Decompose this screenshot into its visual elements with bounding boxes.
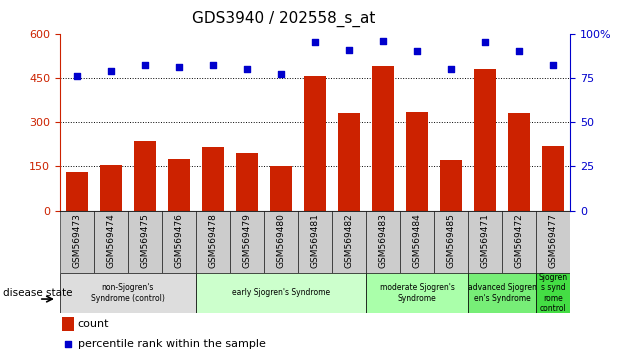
Text: Sjogren
s synd
rome
control: Sjogren s synd rome control (539, 273, 568, 313)
Text: GSM569480: GSM569480 (277, 213, 285, 268)
Bar (332, 211, 366, 273)
Bar (202, 147, 224, 211)
Bar (474, 69, 496, 211)
Point (140, 63, 150, 68)
Bar (66, 172, 88, 211)
Point (310, 40, 320, 45)
Bar (94, 211, 128, 273)
Bar (60, 211, 94, 273)
Bar (536, 273, 570, 313)
Text: GSM569471: GSM569471 (481, 213, 490, 268)
Bar (270, 166, 292, 211)
Text: early Sjogren's Syndrome: early Sjogren's Syndrome (232, 289, 330, 297)
Bar (230, 211, 264, 273)
Point (63, 341, 73, 347)
Bar (196, 211, 230, 273)
Point (344, 47, 354, 52)
Bar (536, 211, 570, 273)
Bar (60, 273, 196, 313)
Text: GSM569482: GSM569482 (345, 213, 353, 268)
Bar (128, 211, 162, 273)
Bar (62, 317, 74, 331)
Point (276, 72, 286, 77)
Bar (508, 113, 530, 211)
Bar (440, 160, 462, 211)
Point (412, 48, 422, 54)
Bar (264, 211, 298, 273)
Bar (196, 273, 366, 313)
Text: percentile rank within the sample: percentile rank within the sample (77, 339, 266, 349)
Text: GSM569473: GSM569473 (72, 213, 81, 268)
Text: GSM569472: GSM569472 (515, 213, 524, 268)
Bar (168, 159, 190, 211)
Bar (366, 211, 400, 273)
Text: GSM569477: GSM569477 (549, 213, 558, 268)
Point (378, 38, 388, 44)
Text: GSM569478: GSM569478 (209, 213, 217, 268)
Bar (468, 273, 536, 313)
Point (72, 73, 82, 79)
Bar (236, 153, 258, 211)
Point (514, 48, 524, 54)
Point (106, 68, 116, 74)
Bar (298, 211, 332, 273)
Bar (502, 211, 536, 273)
Point (208, 63, 218, 68)
Bar (400, 211, 434, 273)
Point (548, 63, 558, 68)
Point (174, 64, 184, 70)
Text: disease state: disease state (3, 288, 72, 298)
Bar (542, 146, 564, 211)
Bar (100, 165, 122, 211)
Text: GSM569475: GSM569475 (140, 213, 149, 268)
Point (480, 40, 490, 45)
Text: advanced Sjogren
en's Syndrome: advanced Sjogren en's Syndrome (467, 283, 537, 303)
Bar (434, 211, 468, 273)
Text: GSM569483: GSM569483 (379, 213, 387, 268)
Bar (304, 76, 326, 211)
Text: GDS3940 / 202558_s_at: GDS3940 / 202558_s_at (192, 11, 375, 27)
Bar (372, 66, 394, 211)
Point (242, 66, 252, 72)
Text: GSM569485: GSM569485 (447, 213, 455, 268)
Text: GSM569484: GSM569484 (413, 213, 421, 268)
Bar (338, 113, 360, 211)
Bar (134, 141, 156, 211)
Text: GSM569476: GSM569476 (175, 213, 183, 268)
Text: GSM569474: GSM569474 (106, 213, 115, 268)
Bar (406, 112, 428, 211)
Point (446, 66, 456, 72)
Text: count: count (77, 319, 109, 329)
Text: GSM569481: GSM569481 (311, 213, 319, 268)
Bar (366, 273, 468, 313)
Bar (468, 211, 502, 273)
Text: GSM569479: GSM569479 (243, 213, 251, 268)
Text: moderate Sjogren's
Syndrome: moderate Sjogren's Syndrome (380, 283, 454, 303)
Bar (162, 211, 196, 273)
Text: non-Sjogren's
Syndrome (control): non-Sjogren's Syndrome (control) (91, 283, 165, 303)
